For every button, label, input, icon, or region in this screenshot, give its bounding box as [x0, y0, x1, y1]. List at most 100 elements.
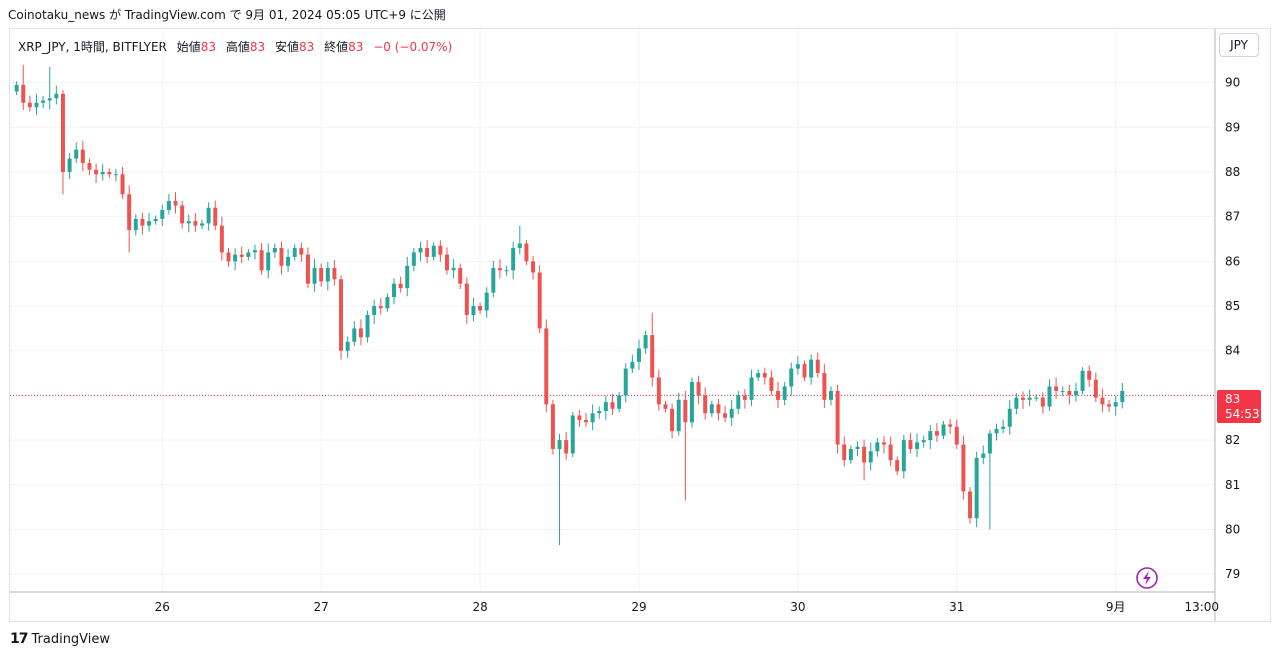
candle-body: [41, 100, 46, 103]
candle-body: [206, 207, 211, 224]
time-tick-label: 13:00: [1184, 600, 1219, 614]
candle-body: [431, 245, 436, 257]
candle: [544, 319, 549, 413]
candle-body: [769, 377, 774, 391]
candle-body: [517, 243, 522, 248]
low-value: 83: [298, 40, 315, 54]
candle: [405, 256, 410, 297]
candle: [617, 391, 622, 413]
candle-body: [458, 268, 463, 284]
candle-body: [981, 453, 986, 458]
candle-body: [689, 381, 694, 423]
tradingview-logo[interactable]: 𝟭𝟳 TradingView: [10, 631, 110, 647]
candle: [981, 445, 986, 465]
candle-body: [1080, 370, 1085, 391]
candle: [862, 439, 867, 481]
candle: [557, 433, 562, 546]
candle: [676, 392, 681, 436]
candle-body: [921, 440, 926, 443]
candle-body: [650, 335, 655, 378]
candle: [1014, 393, 1019, 415]
candle: [994, 423, 999, 441]
candle: [683, 390, 688, 501]
candle: [769, 370, 774, 396]
candle: [961, 435, 966, 500]
candle: [120, 167, 125, 199]
candle-body: [570, 415, 575, 454]
lightning-icon[interactable]: [1136, 567, 1158, 589]
candle: [140, 212, 145, 235]
candle-body: [729, 408, 734, 418]
candle-body: [21, 84, 26, 103]
candle-body: [1001, 426, 1006, 429]
candle-body: [550, 404, 555, 450]
candle: [709, 400, 714, 417]
price-tick-label: 81: [1225, 478, 1240, 492]
price-tick-label: 88: [1225, 165, 1240, 179]
candle-body: [716, 404, 721, 414]
candle-body: [94, 169, 99, 175]
candle-body: [504, 270, 509, 272]
candle-body: [961, 444, 966, 492]
candle: [398, 276, 403, 293]
candle: [504, 265, 509, 276]
candle-body: [266, 252, 271, 271]
candle-body: [1034, 397, 1039, 399]
high-value: 83: [249, 40, 266, 54]
candle-body: [875, 442, 880, 452]
candle: [1040, 392, 1045, 414]
candle-body: [776, 390, 781, 400]
candle: [968, 486, 973, 524]
candle-body: [418, 247, 423, 253]
candle-body: [34, 102, 39, 108]
candle-body: [1027, 397, 1032, 400]
candle: [305, 247, 310, 289]
candle: [411, 247, 416, 272]
candle: [60, 90, 65, 195]
candle: [756, 369, 761, 382]
candle-body: [127, 194, 132, 231]
candle-body: [1120, 390, 1125, 403]
candle: [193, 213, 198, 232]
candle-body: [279, 247, 284, 266]
candle: [1007, 399, 1012, 435]
price-tick-label: 86: [1225, 254, 1240, 268]
candle: [332, 260, 337, 286]
candle-body: [1054, 386, 1059, 391]
candle: [425, 239, 430, 264]
candle-body: [80, 149, 85, 164]
candle-body: [1087, 370, 1092, 380]
candle-body: [87, 163, 92, 170]
candle-body: [147, 221, 152, 226]
symbol-title[interactable]: XRP_JPY, 1時間, BITFLYER: [18, 40, 167, 54]
candle-body: [305, 254, 310, 284]
candle-body: [742, 395, 747, 400]
candle-body: [968, 491, 973, 519]
candle: [21, 64, 26, 110]
candle-body: [868, 451, 873, 463]
candle: [1034, 394, 1039, 402]
candle-body: [809, 359, 814, 378]
axes: [10, 29, 1216, 621]
candle-body: [623, 368, 628, 396]
candle-body: [405, 265, 410, 289]
candle: [186, 214, 191, 233]
candle-body: [928, 431, 933, 441]
candle: [511, 241, 516, 280]
candle: [749, 369, 754, 407]
candle-body: [14, 84, 19, 92]
candle-body: [438, 245, 443, 255]
candle-body: [411, 252, 416, 266]
candle-body: [166, 201, 171, 210]
candle: [325, 261, 330, 291]
candle: [875, 437, 880, 457]
candle-body: [954, 426, 959, 445]
candle: [166, 193, 171, 215]
candle: [1067, 384, 1072, 405]
currency-button[interactable]: JPY: [1219, 33, 1259, 57]
candle: [802, 360, 807, 382]
candle-body: [160, 209, 165, 219]
candle: [484, 287, 489, 318]
candle-body: [484, 292, 489, 311]
